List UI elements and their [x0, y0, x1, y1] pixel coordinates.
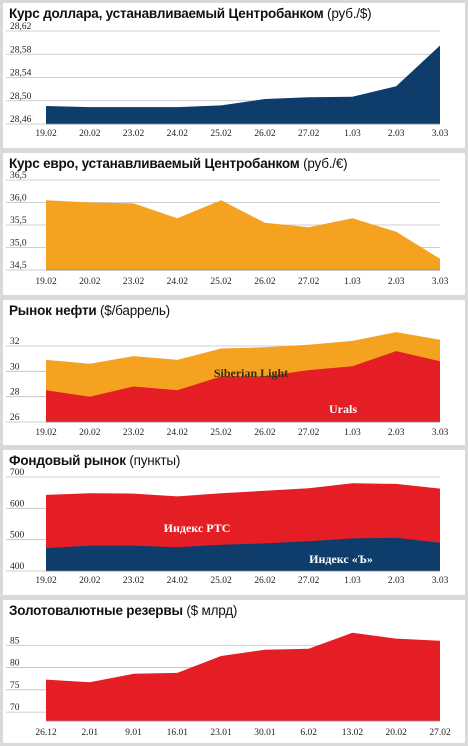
x-tick-label: 23.02 [123, 576, 145, 586]
y-tick-label: 85 [10, 636, 20, 646]
x-tick-label: 19.02 [35, 576, 57, 586]
y-tick-label: 700 [10, 468, 25, 478]
x-tick-label: 23.02 [123, 428, 145, 438]
series-label: Urals [329, 402, 357, 416]
y-tick-label: 400 [10, 562, 25, 572]
x-tick-label: 23.02 [123, 129, 145, 139]
x-tick-label: 1.03 [344, 277, 361, 287]
series-label: Siberian Light [214, 366, 288, 380]
x-tick-label: 24.02 [167, 576, 189, 586]
x-tick-label: 27.02 [298, 576, 320, 586]
x-tick-label: 2.03 [388, 428, 405, 438]
y-tick-label: 28 [10, 388, 20, 398]
chart-title: Фондовый рынок (пункты) [9, 453, 181, 468]
x-tick-label: 3.03 [432, 129, 449, 139]
x-tick-label: 1.03 [344, 129, 361, 139]
y-tick-label: 500 [10, 531, 25, 541]
x-tick-label: 27.02 [298, 277, 320, 287]
reserves-chart: 85 80 75 70 26.12 2.01 9.01 16.01 23.01 30.01 6.02… [6, 632, 451, 738]
x-tick-label: 27.02 [298, 428, 320, 438]
x-tick-label: 26.02 [254, 129, 276, 139]
eur-rate-chart: 36,5 36,0 35,5 35,0 34,5 19.02 20.02 23.02 24.02… [6, 171, 449, 287]
y-tick-label: 26 [10, 413, 20, 423]
y-tick-label: 28,62 [10, 22, 32, 32]
y-tick-label: 28,50 [10, 92, 32, 102]
x-tick-label: 9.01 [125, 728, 142, 738]
y-tick-label: 35,5 [10, 216, 27, 226]
area-series-1 [46, 537, 440, 571]
series-label: Индекс «Ъ» [309, 552, 373, 566]
x-tick-label: 3.03 [432, 277, 449, 287]
y-tick-label: 80 [10, 659, 20, 669]
y-tick-label: 600 [10, 499, 25, 509]
x-tick-label: 2.03 [388, 576, 405, 586]
x-tick-label: 24.02 [167, 277, 189, 287]
x-tick-label: 23.01 [210, 728, 232, 738]
oil-market-chart-panel: Рынок нефти ($/баррель) 32 30 28 26 19.02 20.… [3, 300, 465, 445]
x-tick-label: 20.02 [79, 277, 101, 287]
eur-rate-chart-panel: Курс евро, устанавливаемый Центробанком … [3, 153, 465, 295]
x-tick-label: 27.02 [298, 129, 320, 139]
y-tick-label: 36,5 [10, 171, 27, 181]
x-tick-label: 16.01 [167, 728, 189, 738]
x-tick-label: 2.03 [388, 129, 405, 139]
area-series-0 [46, 45, 440, 124]
x-tick-label: 25.02 [210, 129, 232, 139]
stock-market-chart: 700 600 500 400 19.02 20.02 23.02 24.02 25.02 26.… [6, 468, 449, 586]
y-tick-label: 28,46 [10, 115, 32, 125]
oil-market-chart: 32 30 28 26 19.02 20.02 23.02 24.02 25.02 26.02 27… [6, 332, 449, 438]
chart-title: Золотовалютные резервы ($ млрд) [9, 603, 238, 618]
y-tick-label: 28,58 [10, 45, 32, 55]
x-tick-label: 25.02 [210, 576, 232, 586]
area-series-0 [46, 200, 440, 270]
chart-title: Рынок нефти ($/баррель) [9, 303, 170, 318]
x-tick-label: 3.03 [432, 576, 449, 586]
x-tick-label: 1.03 [344, 428, 361, 438]
chart-title: Курс евро, устанавливаемый Центробанком … [9, 156, 348, 171]
x-tick-label: 20.02 [79, 576, 101, 586]
x-tick-label: 19.02 [35, 129, 57, 139]
area-series-0 [46, 632, 440, 721]
x-tick-label: 20.02 [79, 428, 101, 438]
reserves-chart-panel: Золотовалютные резервы ($ млрд) 85 80 75 70… [3, 600, 465, 743]
area-series-1 [46, 351, 440, 422]
series-label: Индекс РТС [164, 521, 231, 535]
y-tick-label: 28,54 [10, 69, 32, 79]
y-tick-label: 70 [10, 703, 20, 713]
x-tick-label: 6.02 [300, 728, 317, 738]
y-tick-label: 35,0 [10, 239, 27, 249]
x-tick-label: 20.02 [386, 728, 408, 738]
x-tick-label: 2.03 [388, 277, 405, 287]
x-tick-label: 19.02 [35, 277, 57, 287]
chart-title: Курс доллара, устанавливаемый Центробанк… [9, 6, 372, 21]
x-tick-label: 25.02 [210, 428, 232, 438]
y-tick-label: 32 [10, 337, 20, 347]
x-tick-label: 24.02 [167, 129, 189, 139]
y-tick-label: 34,5 [10, 261, 27, 271]
y-tick-label: 75 [10, 681, 20, 691]
x-tick-label: 1.03 [344, 576, 361, 586]
x-tick-label: 26.12 [35, 728, 57, 738]
x-tick-label: 23.02 [123, 277, 145, 287]
x-tick-label: 13.02 [342, 728, 364, 738]
x-tick-label: 20.02 [79, 129, 101, 139]
y-tick-label: 30 [10, 362, 20, 372]
x-tick-label: 27.02 [429, 728, 451, 738]
x-tick-label: 3.03 [432, 428, 449, 438]
x-tick-label: 30.01 [254, 728, 276, 738]
x-tick-label: 26.02 [254, 428, 276, 438]
x-tick-label: 25.02 [210, 277, 232, 287]
x-tick-label: 19.02 [35, 428, 57, 438]
x-tick-label: 26.02 [254, 277, 276, 287]
usd-rate-chart-panel: Курс доллара, устанавливаемый Центробанк… [3, 3, 465, 148]
x-tick-label: 24.02 [167, 428, 189, 438]
x-tick-label: 26.02 [254, 576, 276, 586]
y-tick-label: 36,0 [10, 194, 27, 204]
stock-market-chart-panel: Фондовый рынок (пункты) 700 600 500 400 19.0… [3, 450, 465, 595]
x-tick-label: 2.01 [81, 728, 98, 738]
